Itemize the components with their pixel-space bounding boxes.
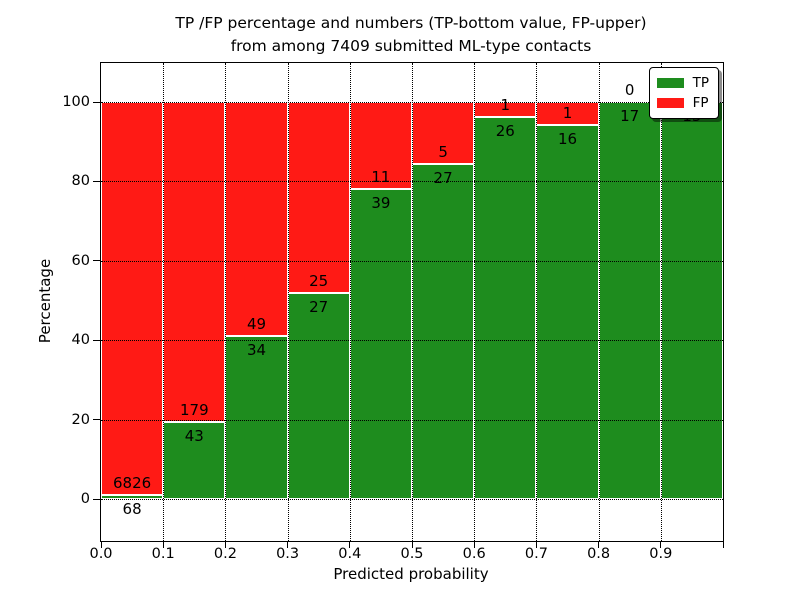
- legend-label: TP: [692, 75, 709, 91]
- bar-segment-fp: [225, 102, 288, 337]
- x-tick-label: 0.1: [151, 546, 175, 562]
- bar-segment-tp: [225, 336, 288, 499]
- x-tick: [411, 541, 413, 548]
- bar-segment-tp: [412, 164, 475, 499]
- chart-title-line-2: from among 7409 submitted ML-type contac…: [230, 37, 592, 55]
- x-gridline: [287, 63, 289, 541]
- x-gridline: [163, 63, 165, 541]
- chart-title: TP /FP percentage and numbers (TP-bottom…: [100, 12, 722, 58]
- y-gridline: [101, 181, 723, 183]
- bar-segment-tp: [163, 422, 226, 499]
- y-tick: [93, 260, 100, 262]
- legend-swatch-fp: [656, 98, 684, 108]
- x-tick: [287, 541, 289, 548]
- legend-swatch-tp: [656, 78, 684, 88]
- x-gridline: [349, 63, 351, 541]
- x-tick-label: 0.9: [649, 546, 673, 562]
- x-tick: [349, 541, 351, 548]
- y-tick: [93, 498, 100, 500]
- chart-title-line-1: TP /FP percentage and numbers (TP-bottom…: [175, 14, 647, 32]
- y-gridline: [101, 102, 723, 103]
- x-tick-label: 0.7: [524, 546, 548, 562]
- bar-label-tp: 26: [495, 121, 515, 140]
- x-gridline: [225, 63, 227, 541]
- x-tick-label: 0.8: [587, 546, 611, 562]
- y-tick-label: 100: [62, 94, 90, 110]
- bar-label-fp: 1: [500, 95, 511, 114]
- legend-row: FP: [656, 93, 709, 113]
- bar-label-tp: 43: [184, 427, 204, 446]
- bar-segment-fp: [163, 102, 226, 423]
- bar-segment-tp: [536, 125, 599, 499]
- x-tick-label: 0.3: [276, 546, 300, 562]
- legend-row: TP: [656, 73, 709, 93]
- bar-label-fp: 5: [438, 143, 448, 162]
- bar-segment-fp: [101, 102, 164, 496]
- bar-segment-fp: [287, 102, 350, 293]
- bar-label-tp: 34: [246, 341, 267, 360]
- bar-segment-fp: [536, 102, 599, 126]
- plot-area: TP FP 6826 68 179 43 49 34 25 27 11 39 5 27 1 26 1 16 0 17…: [62, 62, 724, 562]
- y-axis-label: Percentage: [36, 258, 54, 344]
- x-gridline: [660, 63, 662, 541]
- y-tick-label: 20: [71, 411, 90, 428]
- bar-segment-tp: [598, 102, 661, 499]
- y-gridline: [101, 499, 723, 500]
- x-axis-label: Predicted probability: [333, 565, 489, 583]
- x-tick: [598, 541, 600, 548]
- x-tick-label: 0.6: [462, 546, 486, 562]
- bar-segment-tp: [287, 292, 350, 499]
- y-tick-label: 40: [71, 332, 90, 349]
- x-gridline: [598, 63, 600, 541]
- legend: TP FP: [648, 67, 719, 119]
- y-tick-label: 60: [71, 252, 90, 269]
- bar-label-fp: 0: [624, 81, 635, 99]
- legend-label: FP: [692, 95, 709, 111]
- bar-label-fp: 6826: [113, 474, 152, 493]
- bar-label-fp: 1: [562, 104, 573, 123]
- y-gridline: [101, 419, 723, 421]
- bar-label-tp: 17: [620, 107, 640, 125]
- bar-label-tp: 27: [309, 297, 329, 316]
- y-tick: [93, 180, 100, 182]
- bar-segment-tp: [660, 102, 723, 499]
- y-tick: [93, 419, 100, 421]
- x-tick: [162, 541, 164, 548]
- y-tick-label: 0: [80, 491, 90, 507]
- bar-segment-tp: [349, 189, 412, 499]
- bar-label-fp: 25: [309, 271, 329, 290]
- x-tick: [100, 541, 102, 548]
- x-tick-label: 0.5: [400, 546, 424, 562]
- bar-label-fp: 11: [371, 168, 391, 187]
- x-tick: [722, 541, 724, 548]
- x-tick: [535, 541, 537, 548]
- bar-segment-fp: [412, 102, 475, 165]
- x-tick-label: 0.0: [89, 546, 113, 562]
- bar-segment-fp: [349, 102, 412, 190]
- bar-segment-tp: [101, 495, 164, 499]
- x-tick: [473, 541, 475, 548]
- bar-label-tp: 68: [122, 500, 142, 519]
- y-gridline: [101, 260, 723, 262]
- x-tick-label: 0.4: [338, 546, 362, 562]
- x-gridline: [412, 63, 413, 541]
- x-gridline: [536, 63, 538, 541]
- bar-label-tp: 16: [557, 130, 578, 149]
- y-tick-label: 80: [71, 173, 90, 190]
- y-gridline: [101, 340, 723, 342]
- y-tick: [93, 339, 100, 341]
- x-gridline: [474, 63, 476, 541]
- bar-label-tp: 39: [371, 194, 391, 213]
- y-tick: [93, 101, 100, 103]
- bar-label-tp: 27: [433, 169, 453, 188]
- x-tick: [660, 541, 662, 548]
- bar-segment-fp: [474, 102, 537, 117]
- bar-segment-tp: [474, 116, 537, 499]
- bar-label-fp: 179: [179, 401, 209, 420]
- x-tick-label: 0.2: [213, 546, 237, 562]
- x-tick: [224, 541, 226, 548]
- bar-label-fp: 49: [246, 315, 267, 334]
